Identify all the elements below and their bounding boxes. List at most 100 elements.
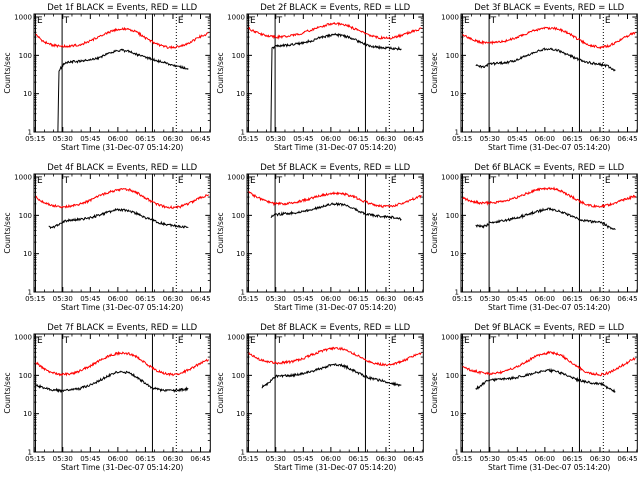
chart-panel: Det 7f BLACK = Events, RED = LLD 1 10 100 10… [3, 323, 211, 472]
x-tick-label: 06:30 [589, 455, 609, 463]
chart-panel: Det 2f BLACK = Events, RED = LLD 1 10 100 10… [216, 3, 425, 152]
x-tick-label: 06:00 [108, 455, 128, 463]
marker-label: E [250, 176, 256, 186]
x-tick-label: 06:30 [376, 455, 396, 463]
series-events [270, 32, 403, 133]
y-axis-label: Counts/sec [216, 52, 225, 93]
x-tick-label: 05:45 [507, 295, 527, 303]
chart-panel: Det 4f BLACK = Events, RED = LLD 1 10 100 10… [3, 163, 211, 312]
series-events [261, 363, 402, 389]
series-lld [248, 191, 423, 209]
y-tick-label: 1000 [227, 334, 245, 342]
chart-title: Det 5f BLACK = Events, RED = LLD [260, 163, 410, 173]
plot-frame [460, 173, 638, 293]
y-axis-label: Counts/sec [430, 372, 439, 413]
y-axis-label: Counts/sec [216, 212, 225, 253]
marker-label: E [178, 16, 184, 26]
y-tick-label: 1000 [441, 174, 459, 182]
x-tick-label: 05:30 [479, 135, 499, 143]
y-axis-label: Counts/sec [430, 52, 439, 93]
x-tick-label: 05:15 [238, 455, 258, 463]
x-tick-label: 05:15 [452, 295, 472, 303]
x-tick-label: 06:30 [163, 295, 183, 303]
marker-label: E [604, 176, 610, 186]
chart-title: Det 1f BLACK = Events, RED = LLD [47, 3, 197, 13]
y-axis-label: Counts/sec [430, 212, 439, 253]
y-tick-label: 100 [445, 52, 458, 60]
marker-label: E [178, 336, 184, 346]
x-axis-label: Start Time (31-Dec-07 05:14:20) [488, 463, 610, 472]
x-tick-label: 05:15 [25, 295, 45, 303]
x-tick-label: 06:45 [617, 295, 637, 303]
y-tick-label: 10 [236, 90, 245, 98]
x-tick-label: 06:45 [404, 455, 424, 463]
plot-frame [33, 333, 211, 453]
x-tick-label: 05:45 [80, 135, 100, 143]
x-tick-label: 06:45 [190, 135, 210, 143]
marker-label: E [391, 176, 397, 186]
y-tick-label: 10 [236, 250, 245, 258]
y-tick-label: 100 [232, 52, 245, 60]
x-tick-label: 06:15 [349, 455, 369, 463]
chart-title: Det 3f BLACK = Events, RED = LLD [474, 3, 624, 13]
y-tick-label: 10 [450, 410, 459, 418]
marker-label: T [276, 176, 283, 186]
x-tick-label: 05:30 [53, 135, 73, 143]
x-tick-label: 06:30 [163, 455, 183, 463]
plot-frame [460, 13, 638, 133]
marker-label: T [489, 16, 496, 26]
y-axis-label: Counts/sec [3, 212, 12, 253]
marker-label: T [489, 176, 496, 186]
plot-frame [246, 333, 425, 453]
y-tick-label: 1 [454, 289, 458, 297]
y-axis-label: Counts/sec [216, 372, 225, 413]
x-tick-label: 06:00 [321, 135, 341, 143]
marker-label: E [391, 336, 397, 346]
series-lld [461, 350, 636, 377]
chart-title: Det 8f BLACK = Events, RED = LLD [260, 323, 410, 333]
y-tick-label: 10 [23, 90, 32, 98]
x-tick-label: 05:30 [266, 455, 286, 463]
x-axis-label: Start Time (31-Dec-07 05:14:20) [61, 303, 183, 312]
y-tick-label: 1 [241, 129, 245, 137]
x-tick-label: 05:15 [238, 135, 258, 143]
y-tick-label: 1 [241, 449, 245, 457]
marker-label: E [178, 176, 184, 186]
chart-title: Det 9f BLACK = Events, RED = LLD [474, 323, 624, 333]
plot-frame [460, 333, 638, 453]
chart-title: Det 2f BLACK = Events, RED = LLD [260, 3, 410, 13]
chart-panel: Det 5f BLACK = Events, RED = LLD 1 10 100 10… [216, 163, 425, 312]
x-axis-label: Start Time (31-Dec-07 05:14:20) [274, 463, 396, 472]
chart-title: Det 7f BLACK = Events, RED = LLD [47, 323, 197, 333]
series-lld [35, 350, 209, 377]
chart-panel: Det 6f BLACK = Events, RED = LLD 1 10 100 10… [430, 163, 638, 312]
x-tick-label: 06:30 [589, 135, 609, 143]
marker-label: E [37, 176, 43, 186]
chart-panel: Det 1f BLACK = Events, RED = LLD 1 10 100 10… [3, 3, 211, 152]
y-tick-label: 1000 [14, 174, 32, 182]
chart-title: Det 6f BLACK = Events, RED = LLD [474, 163, 624, 173]
x-tick-label: 05:15 [25, 455, 45, 463]
y-tick-label: 100 [232, 372, 245, 380]
series-events [35, 370, 189, 393]
marker-label: E [464, 176, 470, 186]
y-tick-label: 100 [19, 52, 32, 60]
chart-panel: Det 9f BLACK = Events, RED = LLD 1 10 100 10… [430, 323, 638, 472]
x-tick-label: 06:15 [562, 295, 582, 303]
x-tick-label: 06:00 [534, 455, 554, 463]
x-tick-label: 05:15 [238, 295, 258, 303]
marker-label: E [250, 16, 256, 26]
y-tick-label: 1000 [227, 14, 245, 22]
chart-title: Det 4f BLACK = Events, RED = LLD [47, 163, 197, 173]
series-events [48, 207, 189, 230]
x-tick-label: 06:15 [135, 135, 155, 143]
x-tick-label: 05:45 [80, 295, 100, 303]
y-tick-label: 10 [23, 250, 32, 258]
y-tick-label: 100 [19, 212, 32, 220]
series-lld [461, 26, 636, 50]
x-tick-label: 06:45 [190, 455, 210, 463]
x-axis-label: Start Time (31-Dec-07 05:14:20) [274, 143, 396, 152]
x-tick-label: 06:30 [376, 295, 396, 303]
x-tick-label: 06:15 [562, 135, 582, 143]
x-axis-label: Start Time (31-Dec-07 05:14:20) [488, 303, 610, 312]
